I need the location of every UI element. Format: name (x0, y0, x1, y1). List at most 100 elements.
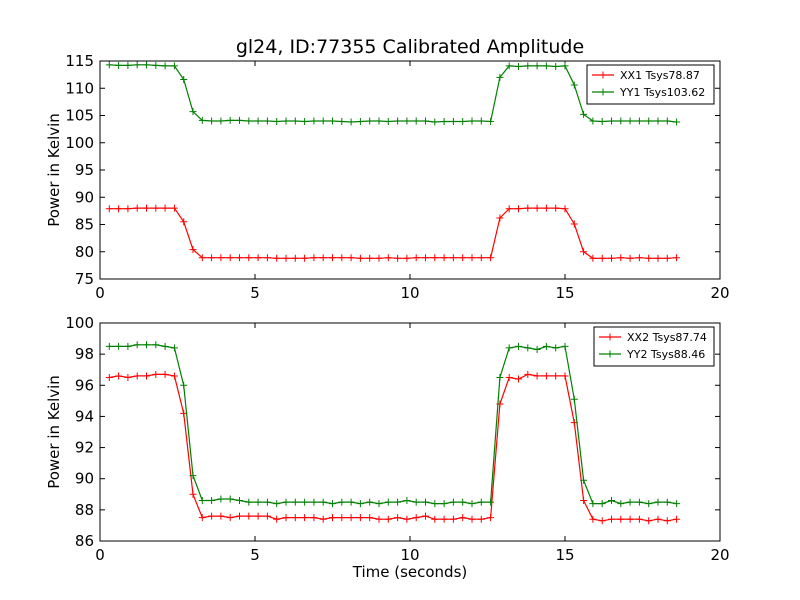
data-point (338, 514, 346, 522)
x-tick-label: 15 (555, 284, 574, 302)
data-point (496, 374, 504, 381)
data-point (515, 342, 522, 350)
data-point (561, 205, 569, 213)
data-point (645, 517, 653, 525)
data-point (152, 61, 160, 69)
data-point (515, 205, 522, 213)
data-point (580, 476, 588, 484)
y-axis-label: Power in Kelvin (45, 113, 63, 227)
data-point (189, 490, 197, 498)
data-point (403, 254, 411, 262)
x-tick-label: 10 (400, 546, 419, 564)
data-point (496, 214, 504, 222)
data-point (226, 514, 234, 522)
y-tick-label: 92 (75, 439, 94, 457)
x-tick-label: 10 (400, 284, 419, 302)
data-point (375, 117, 383, 125)
data-point (124, 342, 132, 350)
data-point (329, 500, 336, 508)
data-point (459, 514, 467, 522)
data-point (198, 116, 206, 124)
y-tick-label: 94 (75, 407, 94, 425)
data-point (217, 117, 225, 125)
data-point (310, 514, 318, 522)
data-point (366, 498, 374, 506)
data-point (626, 254, 634, 262)
data-point (189, 472, 197, 480)
data-point (589, 500, 597, 508)
data-point (105, 205, 113, 213)
data-point (254, 498, 262, 506)
data-point (143, 341, 150, 349)
data-point (245, 117, 253, 125)
data-point (282, 254, 290, 262)
data-point (338, 254, 346, 262)
data-point (487, 117, 495, 125)
data-point (273, 515, 281, 523)
data-point (133, 204, 141, 212)
data-point (170, 344, 178, 352)
data-point (561, 342, 569, 350)
data-point (626, 498, 634, 506)
data-point (180, 218, 188, 226)
data-point (570, 395, 578, 403)
legend-label: YY1 Tsys103.62 (619, 86, 705, 99)
data-point (115, 342, 123, 350)
data-point (403, 117, 411, 125)
data-point (170, 62, 178, 70)
data-point (291, 514, 299, 522)
data-point (356, 514, 364, 522)
data-point (561, 372, 569, 380)
data-point (384, 254, 392, 262)
data-point (347, 118, 355, 126)
data-point (282, 514, 290, 522)
data-point (375, 254, 383, 262)
data-point (589, 117, 597, 125)
data-point (431, 254, 439, 262)
data-point (598, 500, 606, 508)
data-point (217, 495, 225, 503)
data-point (598, 117, 606, 125)
data-point (663, 517, 671, 525)
data-point (273, 117, 281, 125)
data-point (338, 498, 346, 506)
legend: XX1 Tsys78.87 YY1 Tsys103.62 (586, 64, 715, 105)
data-point (496, 73, 504, 81)
data-point (189, 108, 197, 116)
data-point (635, 117, 643, 125)
data-point (608, 254, 615, 262)
data-point (152, 370, 160, 378)
data-point (459, 117, 467, 125)
data-point (105, 61, 113, 69)
data-point (310, 498, 318, 506)
data-point (552, 372, 560, 380)
legend-box (586, 64, 715, 105)
data-point (208, 497, 216, 505)
data-point (356, 117, 364, 125)
data-point (105, 374, 113, 381)
bottom-subplot: 0 5 10 15 20 86 88 90 92 94 96 98 100 Power in Kelvin… (45, 314, 730, 564)
data-point (524, 204, 532, 212)
data-point (635, 254, 643, 262)
data-point (245, 512, 253, 520)
data-point (589, 515, 597, 523)
data-point (645, 254, 653, 262)
data-point (542, 372, 550, 380)
data-point (561, 62, 569, 70)
data-point (440, 500, 448, 508)
data-point (449, 498, 457, 506)
data-point (356, 500, 364, 508)
data-point (515, 375, 522, 383)
data-point (552, 344, 560, 352)
data-point (208, 254, 216, 262)
y-tick-label: 100 (65, 314, 94, 332)
data-point (143, 61, 150, 69)
data-point (198, 497, 206, 505)
y-tick-label: 95 (75, 161, 94, 179)
legend-box (593, 326, 715, 367)
data-point (542, 204, 550, 212)
data-point (338, 117, 346, 125)
data-point (180, 76, 188, 84)
data-point (329, 254, 336, 262)
data-point (319, 498, 327, 506)
